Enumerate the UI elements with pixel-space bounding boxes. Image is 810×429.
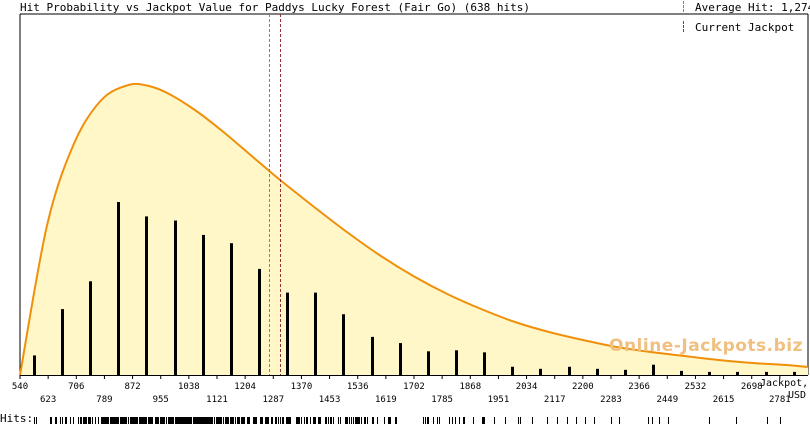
legend-current: Current Jackpot xyxy=(683,21,794,34)
histogram-bar xyxy=(427,351,430,375)
x-tick-label: 2200 xyxy=(572,382,594,392)
x-tick-label: 623 xyxy=(40,395,56,405)
histogram-bar xyxy=(736,371,739,375)
x-tick-label: 2449 xyxy=(656,395,678,405)
histogram-bar xyxy=(652,364,655,375)
histogram-bar xyxy=(624,369,627,375)
histogram-bar xyxy=(708,371,711,375)
histogram-bar xyxy=(511,366,514,375)
histogram-bar xyxy=(145,216,148,375)
legend-average: Average Hit: 1,274 xyxy=(683,1,810,14)
x-tick-label: 1536 xyxy=(347,382,369,392)
x-tick-label: 2283 xyxy=(600,395,622,405)
histogram-bar xyxy=(286,292,289,375)
histogram-bar xyxy=(117,202,120,375)
x-tick-label: 1619 xyxy=(375,395,397,405)
histogram-bar xyxy=(33,355,36,375)
x-tick-label: 1204 xyxy=(234,382,256,392)
histogram-bar xyxy=(765,371,768,375)
x-tick-label: 1453 xyxy=(319,395,341,405)
x-tick-label: 2781 xyxy=(769,395,791,405)
x-tick-label: 1038 xyxy=(178,382,200,392)
histogram-bar xyxy=(314,292,317,375)
x-tick-label: 789 xyxy=(96,395,112,405)
x-tick-label: 1370 xyxy=(291,382,313,392)
legend-average-label: Average Hit: 1,274 xyxy=(695,1,810,14)
average-swatch xyxy=(683,1,685,12)
watermark-logo: Online-Jackpots.biz xyxy=(609,336,804,356)
histogram-bar xyxy=(342,314,345,375)
histogram-bar xyxy=(61,309,64,375)
histogram-bar xyxy=(793,371,796,375)
histogram-bar xyxy=(539,368,542,375)
histogram-bar xyxy=(596,368,599,375)
histogram-bar xyxy=(455,350,458,375)
x-tick-label: 2034 xyxy=(516,382,538,392)
legend-current-label: Current Jackpot xyxy=(695,21,795,34)
x-axis-unit-line1: Jackpot, xyxy=(760,378,809,389)
histogram-bar xyxy=(483,352,486,375)
probability-curve xyxy=(19,82,809,376)
x-tick-label: 1785 xyxy=(431,395,453,405)
x-tick-label: 1121 xyxy=(206,395,228,405)
x-tick-label: 540 xyxy=(12,382,28,392)
x-axis-unit-line2: USD xyxy=(787,390,806,401)
x-axis-unit: Jackpot, USD xyxy=(760,378,809,402)
x-tick-label: 2366 xyxy=(628,382,650,392)
histogram-bar xyxy=(568,366,571,375)
x-tick-label: 2532 xyxy=(685,382,707,392)
x-tick-label: 1702 xyxy=(403,382,425,392)
histogram-bar xyxy=(258,268,261,375)
histogram-bar xyxy=(202,234,205,375)
probability-area xyxy=(20,83,808,376)
chart-title: Hit Probability vs Jackpot Value for Pad… xyxy=(20,1,530,14)
x-tick-label: 872 xyxy=(124,382,140,392)
x-tick-label: 2117 xyxy=(544,395,566,405)
x-tick-label: 1287 xyxy=(262,395,284,405)
x-tick-label: 1868 xyxy=(459,382,481,392)
x-tick-label: 955 xyxy=(153,395,169,405)
histogram-bar xyxy=(230,243,233,375)
x-tick-label: 2698 xyxy=(741,382,763,392)
histogram-bar xyxy=(680,370,683,375)
x-tick-label: 1951 xyxy=(488,395,510,405)
histogram-bar xyxy=(399,343,402,375)
current-swatch xyxy=(683,21,685,32)
histogram-bar xyxy=(371,336,374,375)
histogram-bar xyxy=(174,220,177,375)
x-tick-label: 706 xyxy=(68,382,84,392)
histogram-bar xyxy=(89,281,92,375)
hits-strip-label: Hits: xyxy=(0,412,34,425)
x-tick-label: 2615 xyxy=(713,395,735,405)
